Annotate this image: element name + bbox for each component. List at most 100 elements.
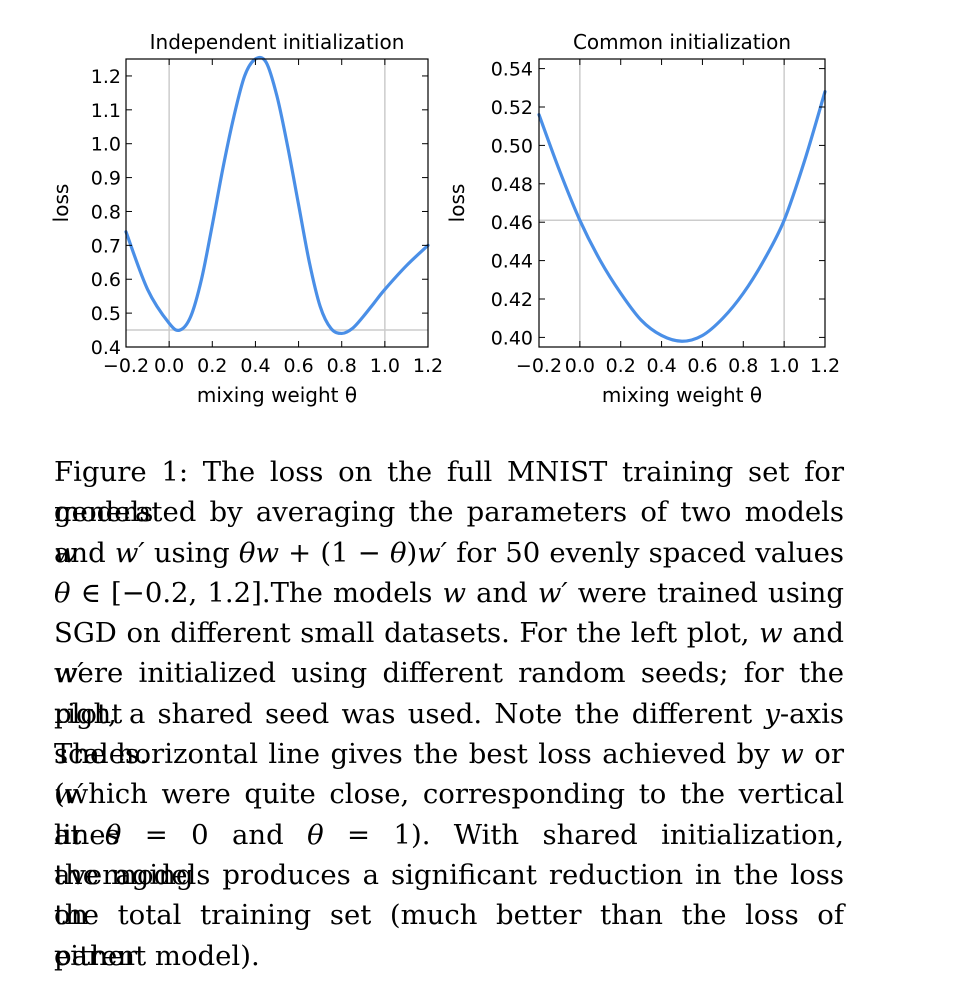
- y-tick-label-7: 1.1: [91, 100, 121, 122]
- y-tick-label-6: 0.52: [491, 97, 533, 119]
- caption-line: the total training set (much better than…: [54, 895, 844, 971]
- caption-text: at: [54, 818, 105, 851]
- caption-math: w′: [537, 576, 568, 609]
- y-tick-label-0: 0.4: [91, 337, 121, 359]
- caption-math: w: [54, 536, 78, 569]
- caption-line: The horizontal line gives the best loss …: [54, 734, 844, 810]
- x-tick-label-7: 1.2: [810, 355, 840, 377]
- caption-math: y: [764, 697, 780, 730]
- figure-caption: Figure 1: The loss on the full MNIST tra…: [54, 452, 844, 976]
- caption-math: w: [780, 738, 804, 771]
- y-tick-label-5: 0.50: [491, 135, 533, 157]
- caption-text: SGD on different small datasets. For the…: [54, 617, 760, 650]
- series-line-0: [124, 55, 430, 336]
- caption-math: w′: [54, 657, 84, 690]
- caption-line: plot, a shared seed was used. Note the d…: [54, 694, 844, 770]
- chart-title: Common initialization: [573, 30, 791, 54]
- axes-frame: [538, 58, 826, 348]
- caption-text: the models produces a significant reduct…: [54, 858, 844, 932]
- x-tick-label-1: 0.0: [154, 355, 184, 377]
- y-tick-label-2: 0.6: [91, 269, 121, 291]
- x-tick-label-4: 0.6: [687, 355, 717, 377]
- y-axis-label: loss: [49, 184, 73, 223]
- caption-line: Figure 1: The loss on the full MNIST tra…: [54, 452, 844, 528]
- caption-math: θ: [104, 818, 122, 851]
- caption-text: The horizontal line gives the best loss …: [54, 738, 781, 771]
- x-tick-label-6: 1.0: [370, 355, 400, 377]
- caption-text: plot, a shared seed was used. Note the d…: [54, 697, 765, 730]
- caption-text: were initialized using different random …: [54, 657, 844, 730]
- x-tick-label-2: 0.2: [197, 355, 227, 377]
- chart-title: Independent initialization: [150, 30, 405, 54]
- axes-frame: [125, 58, 429, 348]
- caption-text: or: [803, 738, 844, 771]
- caption-text: + (1 −: [279, 536, 390, 569]
- caption-math: w′: [417, 536, 448, 569]
- x-tick-label-4: 0.6: [283, 355, 313, 377]
- y-tick-label-3: 0.46: [491, 212, 533, 234]
- caption-text: and: [466, 576, 538, 609]
- caption-math: θ: [54, 576, 71, 609]
- caption-line: generated by averaging the parameters of…: [54, 492, 844, 568]
- caption-text: parent model).: [54, 939, 260, 972]
- x-tick-label-6: 1.0: [769, 355, 799, 377]
- y-tick-label-1: 0.5: [91, 303, 121, 325]
- y-tick-label-3: 0.7: [91, 235, 121, 257]
- caption-text: = 1). With shared initialization, averag…: [54, 818, 844, 891]
- caption-math: θw: [238, 536, 280, 569]
- x-tick-label-1: 0.0: [565, 355, 595, 377]
- caption-text: Figure 1: The loss on the full MNIST tra…: [54, 456, 844, 529]
- caption-math: w: [442, 576, 466, 609]
- caption-text: and: [782, 617, 845, 650]
- caption-text: (which were quite close, corresponding t…: [54, 778, 844, 851]
- caption-math: w′: [54, 778, 84, 811]
- caption-text: -axis scales.: [54, 697, 844, 771]
- caption-line: parent model).: [54, 936, 844, 976]
- caption-math: θ: [307, 818, 324, 851]
- caption-text: = 0 and: [121, 818, 308, 851]
- caption-line: the models produces a significant reduct…: [54, 855, 844, 931]
- caption-line: were initialized using different random …: [54, 653, 844, 729]
- caption-text: ): [406, 536, 418, 569]
- caption-text: were trained using: [567, 576, 844, 609]
- x-tick-label-5: 0.8: [728, 355, 758, 377]
- caption-line: θ ∈ [−0.2, 1.2].The models w and w′ were…: [54, 573, 844, 613]
- x-axis-label: mixing weight θ: [602, 383, 762, 407]
- x-tick-label-3: 0.4: [646, 355, 676, 377]
- x-tick-label-0: −0.2: [516, 355, 562, 377]
- y-tick-label-0: 0.40: [491, 327, 533, 349]
- x-tick-label-7: 1.2: [413, 355, 443, 377]
- caption-text: generated by averaging the parameters of…: [54, 496, 844, 529]
- y-tick-label-4: 0.8: [91, 201, 121, 223]
- x-axis-label: mixing weight θ: [197, 383, 357, 407]
- y-tick-label-5: 0.9: [91, 168, 121, 190]
- caption-line: (which were quite close, corresponding t…: [54, 774, 844, 850]
- caption-text: ∈ [−0.2, 1.2].The models: [70, 576, 443, 609]
- y-tick-label-7: 0.54: [491, 59, 533, 81]
- caption-line: and w′ using θw + (1 − θ)w′ for 50 evenl…: [54, 533, 844, 573]
- y-tick-label-2: 0.44: [491, 251, 533, 273]
- x-tick-label-2: 0.2: [606, 355, 636, 377]
- y-tick-label-4: 0.48: [491, 174, 533, 196]
- x-tick-label-0: −0.2: [103, 355, 149, 377]
- y-tick-label-6: 1.0: [91, 134, 121, 156]
- caption-line: SGD on different small datasets. For the…: [54, 613, 845, 689]
- caption-text: and: [54, 536, 115, 569]
- caption-math: θ: [389, 536, 407, 569]
- caption-text: for 50 evenly spaced values: [447, 536, 845, 569]
- chart-panel-2: −0.2 0.0 0.2 0.4 0.6 0.8 1.0 1.2 0.40 0.42 0.44 0.4…: [445, 30, 840, 407]
- caption-math: w′: [114, 536, 145, 569]
- figure-plots: −0.2 0.0 0.2 0.4 0.6 0.8 1.0 1.20.40.50.60.70.8…: [49, 30, 840, 407]
- caption-math: w: [759, 617, 783, 650]
- figure: −0.2 0.0 0.2 0.4 0.6 0.8 1.0 1.2 0.4 0.5 0.6 0.7 0.8…: [0, 0, 971, 440]
- caption-text: the total training set (much better than…: [54, 899, 844, 972]
- y-tick-label-1: 0.42: [491, 289, 533, 311]
- chart-panel-1: −0.2 0.0 0.2 0.4 0.6 0.8 1.0 1.2 0.4 0.5 0.6 0.7 0.8…: [49, 30, 443, 407]
- y-tick-label-8: 1.2: [91, 66, 121, 88]
- caption-line: at θ = 0 and θ = 1). With shared initial…: [54, 815, 844, 891]
- caption-text: using: [144, 536, 239, 569]
- x-tick-label-5: 0.8: [327, 355, 357, 377]
- x-tick-label-3: 0.4: [240, 355, 270, 377]
- y-axis-label: loss: [445, 184, 469, 223]
- series-line-0: [537, 90, 827, 343]
